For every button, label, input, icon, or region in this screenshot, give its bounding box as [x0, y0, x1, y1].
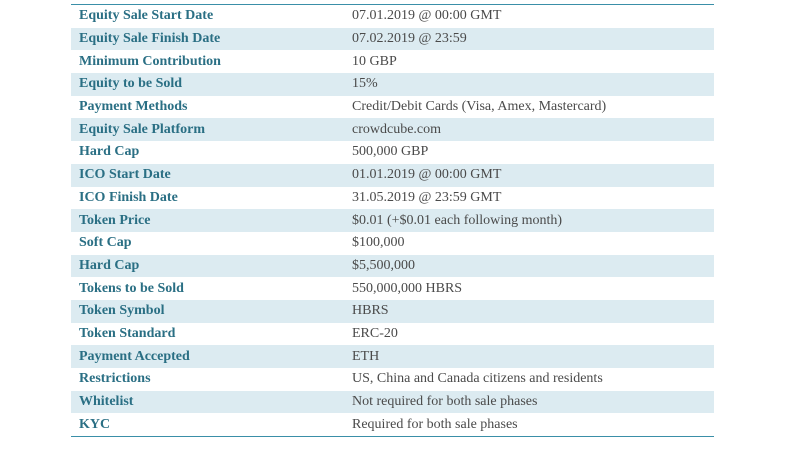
row-label: Tokens to be Sold [71, 277, 344, 300]
row-label: Token Symbol [71, 299, 344, 323]
table-row: Equity Sale Start Date 07.01.2019 @ 00:00… [71, 4, 714, 28]
table-row: ICO Start Date 01.01.2019 @ 00:00 GMT [71, 163, 714, 187]
row-label: Equity Sale Start Date [71, 4, 344, 28]
row-label: Token Standard [71, 322, 344, 346]
row-value: 01.01.2019 @ 00:00 GMT [344, 163, 714, 187]
row-value: 31.05.2019 @ 23:59 GMT [344, 186, 714, 210]
row-value: Required for both sale phases [344, 413, 714, 437]
row-label: Payment Accepted [71, 345, 344, 368]
table-row: Equity to be Sold 15% [71, 73, 714, 96]
row-value: 10 GBP [344, 50, 714, 74]
table-row: Soft Cap $100,000 [71, 231, 714, 255]
row-label: Hard Cap [71, 141, 344, 164]
table-row: Token Symbol HBRS [71, 299, 714, 323]
table-body: Equity Sale Start Date 07.01.2019 @ 00:00… [71, 4, 714, 437]
table-row: Payment Methods Credit/Debit Cards (Visa,… [71, 95, 714, 119]
row-label: Token Price [71, 209, 344, 232]
row-label: Soft Cap [71, 231, 344, 255]
table-row: Tokens to be Sold 550,000,000 HBRS [71, 277, 714, 300]
row-label: KYC [71, 413, 344, 437]
row-label: ICO Start Date [71, 163, 344, 187]
row-value: 500,000 GBP [344, 141, 714, 164]
table-row: Whitelist Not required for both sale phas… [71, 390, 714, 414]
row-value: $5,500,000 [344, 254, 714, 278]
row-label: Equity Sale Platform [71, 118, 344, 142]
table-row: Token Price $0.01 (+$0.01 each following … [71, 209, 714, 232]
row-label: Equity to be Sold [71, 73, 344, 96]
row-value: Not required for both sale phases [344, 390, 714, 414]
row-label: Minimum Contribution [71, 50, 344, 74]
table-row: Token Standard ERC-20 [71, 322, 714, 346]
table-row: Payment Accepted ETH [71, 345, 714, 368]
row-label: Restrictions [71, 368, 344, 391]
row-label: Equity Sale Finish Date [71, 27, 344, 51]
ico-details-table: Equity Sale Start Date 07.01.2019 @ 00:00… [71, 4, 714, 438]
row-value: 07.01.2019 @ 00:00 GMT [344, 4, 714, 28]
row-value: Credit/Debit Cards (Visa, Amex, Masterca… [344, 95, 714, 119]
row-value: 550,000,000 HBRS [344, 277, 714, 300]
table-row: Restrictions US, China and Canada citizen… [71, 368, 714, 391]
row-value: $0.01 (+$0.01 each following month) [344, 209, 714, 232]
row-value: 07.02.2019 @ 23:59 [344, 27, 714, 51]
table-row: ICO Finish Date 31.05.2019 @ 23:59 GMT [71, 186, 714, 210]
table-row: Hard Cap 500,000 GBP [71, 141, 714, 164]
row-label: ICO Finish Date [71, 186, 344, 210]
table-row: KYC Required for both sale phases [71, 413, 714, 437]
row-value: 15% [344, 73, 714, 96]
row-value: ETH [344, 345, 714, 368]
table-row: Minimum Contribution 10 GBP [71, 50, 714, 74]
row-label: Hard Cap [71, 254, 344, 278]
row-value: $100,000 [344, 231, 714, 255]
row-label: Payment Methods [71, 95, 344, 119]
row-value: ERC-20 [344, 322, 714, 346]
row-value: HBRS [344, 299, 714, 323]
row-label: Whitelist [71, 390, 344, 414]
table-row: Equity Sale Finish Date 07.02.2019 @ 23:5… [71, 27, 714, 51]
table-row: Equity Sale Platform crowdcube.com [71, 118, 714, 142]
row-value: crowdcube.com [344, 118, 714, 142]
table-row: Hard Cap $5,500,000 [71, 254, 714, 278]
row-value: US, China and Canada citizens and reside… [344, 368, 714, 391]
